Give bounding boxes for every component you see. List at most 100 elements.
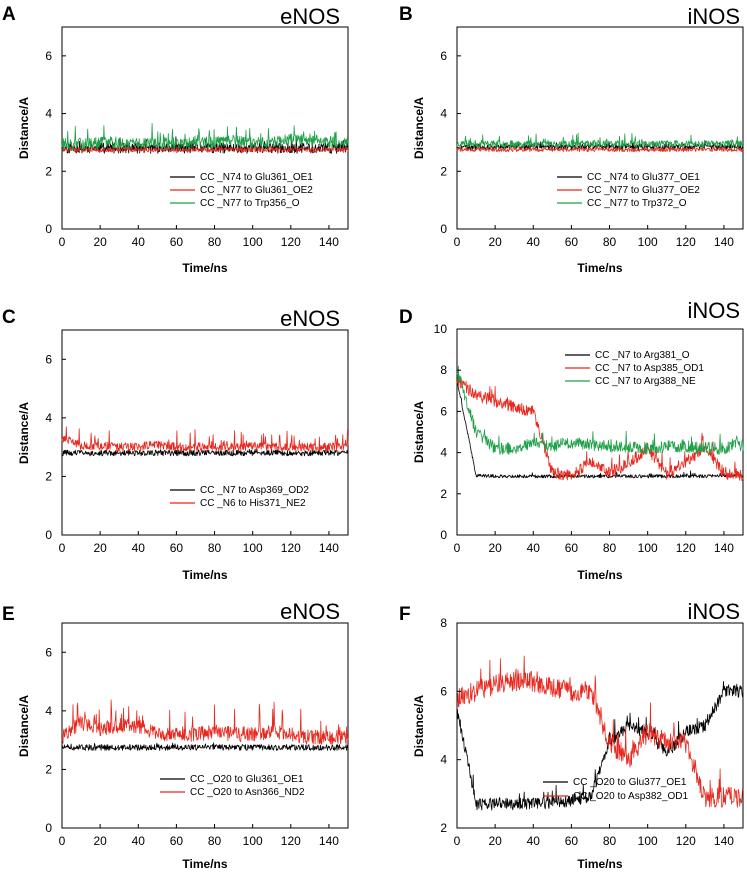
panel-f-x-axis-label: Time/ns — [577, 857, 622, 871]
panel-e-y-tick-label: 2 — [45, 762, 52, 776]
panel-d-y-tick-label: 8 — [440, 363, 447, 377]
panel-d-x-tick-label: 80 — [603, 541, 617, 555]
panel-c-y-tick-label: 2 — [45, 469, 52, 483]
panel-c-x-tick-label: 40 — [132, 541, 146, 555]
panel-c-title: eNOS — [280, 306, 340, 331]
panel-d-y-tick-label: 0 — [440, 528, 447, 542]
panel-a-y-ticks: 0 2 4 6 — [45, 49, 66, 236]
panel-f-x-tick-label: 100 — [638, 834, 658, 848]
panel-a-x-tick-label: 60 — [170, 235, 184, 249]
panel-f-y-tick-label: 8 — [440, 616, 447, 630]
panel-a-series-layer — [61, 123, 349, 154]
panel-c-plot-frame — [61, 329, 349, 536]
panel-f-y-tick-label: 4 — [440, 753, 447, 767]
panel-b-series-layer — [456, 132, 744, 153]
panel-f-x-tick-label: 40 — [527, 834, 541, 848]
panel-b-y-tick-label: 4 — [440, 107, 447, 121]
panel-a-y-tick-label: 6 — [45, 49, 52, 63]
panel-a-series-1-line — [61, 145, 349, 153]
panel-b-title: iNOS — [687, 4, 740, 29]
panel-b: B iNOS 0 2 4 6 0 20 40 60 80 100 120 140 Time/ns D… — [399, 4, 744, 275]
panel-c-letter: C — [2, 307, 16, 328]
panel-e-x-tick-label: 60 — [170, 834, 184, 848]
panel-c-y-tick-label: 4 — [45, 411, 52, 425]
panel-e-legend-label-0: CC _O20 to Glu361_OE1 — [190, 774, 304, 785]
panel-b-plot-frame — [456, 26, 744, 230]
panel-b-x-tick-label: 80 — [603, 235, 617, 249]
panel-a-x-tick-label: 140 — [319, 235, 339, 249]
panel-d-y-axis-label: Distance/A — [412, 401, 426, 463]
panel-d-legend-label-1: CC _N7 to Asp385_OD1 — [595, 363, 704, 374]
panel-e-y-ticks: 0 2 4 6 — [45, 645, 66, 835]
panel-d-x-tick-label: 40 — [527, 541, 541, 555]
panel-a-y-tick-label: 4 — [45, 107, 52, 121]
panel-b-series-1-line — [456, 145, 744, 153]
panel-c-y-axis-label: Distance/A — [17, 402, 31, 464]
panel-f-y-tick-label: 6 — [440, 684, 447, 698]
panel-f-series-layer — [456, 655, 744, 811]
panel-f-x-tick-label: 140 — [714, 834, 734, 848]
panel-c-legend-label-0: CC _N7 to Asp369_OD2 — [200, 485, 309, 496]
panel-d-series-1-line — [456, 375, 744, 482]
panel-a-title: eNOS — [280, 4, 340, 29]
panel-e-series-1-line — [61, 699, 349, 745]
panel-e-x-tick-label: 20 — [93, 834, 107, 848]
panel-d-legend-label-0: CC _N7 to Arg381_O — [595, 350, 690, 361]
panel-e-y-axis-label: Distance/A — [17, 695, 31, 757]
panel-f-letter: F — [399, 604, 411, 625]
panel-e-letter: E — [2, 604, 15, 625]
panel-e-x-tick-label: 140 — [319, 834, 339, 848]
panel-e-legend: CC _O20 to Glu361_OE1 CC _O20 to Asn366_… — [160, 774, 305, 798]
panel-d-letter: D — [399, 307, 413, 328]
panel-f-legend-label-0: CC _O20 to Glu377_OE1 — [573, 777, 687, 788]
panel-f-y-tick-label: 2 — [440, 821, 447, 835]
panel-b-legend-label-1: CC _N77 to Glu377_OE2 — [587, 185, 700, 196]
panel-b-x-ticks: 0 20 40 60 80 100 120 140 — [454, 225, 734, 249]
panel-a-x-tick-label: 40 — [132, 235, 146, 249]
panel-c-series-0-line — [61, 448, 349, 457]
panel-b-x-tick-label: 100 — [638, 235, 658, 249]
panel-e-x-tick-label: 100 — [243, 834, 263, 848]
panel-d-x-tick-label: 0 — [454, 541, 461, 555]
panel-d-series-2-line — [456, 365, 744, 455]
panel-e-x-axis-label: Time/ns — [182, 857, 227, 871]
panel-f-legend: CC _O20 to Glu377_OE1 CC _O20 to Asp382_… — [543, 777, 689, 802]
panel-b-legend-label-0: CC _N74 to Glu377_OE1 — [587, 172, 700, 183]
panel-f-x-tick-label: 80 — [603, 834, 617, 848]
panel-a-plot-frame — [61, 26, 349, 230]
panel-f: F iNOS 2 4 6 8 0 20 40 60 80 100 120 140 Time/ns D… — [399, 599, 744, 871]
panel-e-y-tick-label: 0 — [45, 821, 52, 835]
panel-f-x-tick-label: 0 — [454, 834, 461, 848]
panel-d-legend-label-2: CC _N7 to Arg388_NE — [595, 376, 696, 387]
panel-e-x-tick-label: 80 — [208, 834, 222, 848]
panel-d-legend: CC _N7 to Arg381_O CC _N7 to Asp385_OD1 … — [565, 350, 704, 387]
panel-f-y-ticks: 2 4 6 8 — [440, 616, 461, 835]
panel-e-legend-label-1: CC _O20 to Asn366_ND2 — [190, 787, 305, 798]
panel-f-series-1-line — [456, 655, 744, 808]
panel-d-series-layer — [456, 365, 744, 482]
panel-c-x-tick-label: 0 — [59, 541, 66, 555]
panel-e-x-tick-label: 0 — [59, 834, 66, 848]
panel-e-plot-frame — [61, 622, 349, 829]
panel-f-x-tick-label: 20 — [488, 834, 502, 848]
panel-d-series-0-line — [456, 380, 744, 479]
panel-c: C eNOS 0 2 4 6 0 20 40 60 80 100 120 140 Time/ns D… — [2, 306, 349, 582]
panel-b-x-tick-label: 0 — [454, 235, 461, 249]
panel-b-x-tick-label: 60 — [565, 235, 579, 249]
panel-c-x-tick-label: 140 — [319, 541, 339, 555]
panel-a-x-axis-label: Time/ns — [182, 261, 227, 275]
panel-d-y-tick-label: 10 — [434, 322, 448, 336]
panel-d-x-tick-label: 60 — [565, 541, 579, 555]
panel-a-legend-label-0: CC _N74 to Glu361_OE1 — [200, 172, 313, 183]
panel-a-legend-label-1: CC _N77 to Glu361_OE2 — [200, 185, 313, 196]
panel-d-x-tick-label: 20 — [488, 541, 502, 555]
panel-f-y-axis-label: Distance/A — [412, 695, 426, 757]
panel-a-x-tick-label: 0 — [59, 235, 66, 249]
panel-a-x-tick-label: 100 — [243, 235, 263, 249]
panel-d-x-tick-label: 120 — [676, 541, 696, 555]
panel-c-x-tick-label: 100 — [243, 541, 263, 555]
panel-d-y-tick-label: 4 — [440, 446, 447, 460]
panel-b-x-tick-label: 40 — [527, 235, 541, 249]
panel-d-x-axis-label: Time/ns — [577, 568, 622, 582]
panel-c-legend: CC _N7 to Asp369_OD2 CC _N6 to His371_NE… — [170, 485, 309, 509]
